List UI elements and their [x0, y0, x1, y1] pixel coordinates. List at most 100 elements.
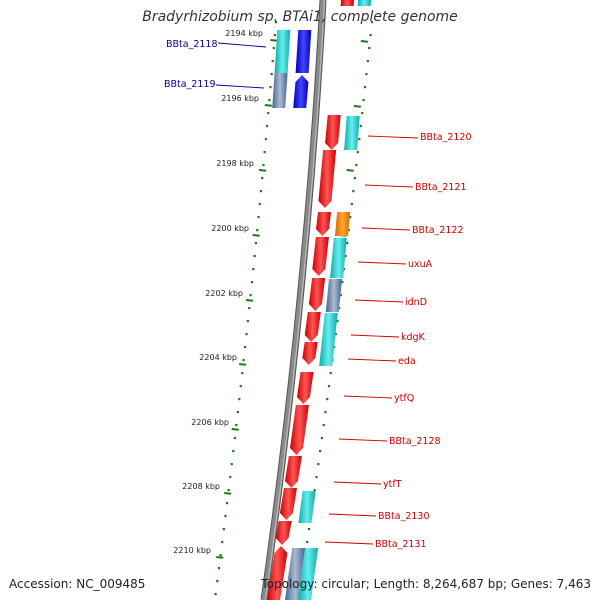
gene-block-bbta-2119-blue	[293, 75, 309, 108]
leader-bbta-2119	[215, 84, 265, 89]
gene-label-uxua[interactable]: uxuA	[408, 259, 433, 270]
gene-block-ytft-red	[284, 456, 302, 488]
ring-dot	[358, 138, 361, 141]
ring-dot	[361, 112, 364, 115]
ring-dot	[329, 372, 332, 375]
gene-block-bbta-2118-cyan	[274, 30, 291, 73]
ring-dot	[263, 151, 266, 154]
gene-block-idnd-red	[308, 278, 326, 311]
ruler-dash	[258, 169, 267, 172]
gene-label-kdgk[interactable]: kdgK	[401, 332, 426, 343]
ring-dot	[267, 112, 270, 115]
ring-dot	[370, 21, 373, 24]
gene-block-bbta-2120-red	[325, 115, 341, 150]
ruler-dash	[252, 234, 260, 237]
ring-dot	[346, 242, 349, 245]
label-leader-lines	[215, 42, 419, 545]
leader-right-10	[328, 513, 377, 517]
ring-dot	[235, 424, 238, 427]
map-title: Bradyrhizobium sp. BTAi1, complete genom…	[142, 9, 458, 25]
kbp-tick-label: 2208 kbp	[182, 482, 220, 491]
gene-label-bbta-2118[interactable]: BBta_2118	[166, 39, 218, 50]
gene-block-bottom-steel	[285, 548, 306, 600]
gene-block-bbta-2122-red	[315, 212, 332, 236]
gene-label-eda[interactable]: eda	[398, 356, 416, 367]
ring-dot	[363, 86, 367, 89]
gene-label-bbta-2131[interactable]: BBta_2131	[375, 539, 427, 550]
ring-dot	[334, 333, 337, 336]
ring-dot	[271, 60, 274, 63]
leader-right-4	[354, 299, 404, 303]
ring-dot	[349, 216, 352, 219]
leader-right-7	[343, 395, 393, 399]
ring-dot	[306, 541, 309, 544]
gene-block-bbta-2128-red	[290, 405, 309, 455]
ring-dot	[248, 307, 251, 310]
ring-dot	[359, 125, 362, 128]
ring-dot	[243, 346, 247, 349]
kbp-tick-label: 2206 kbp	[191, 418, 229, 427]
ring-dot	[319, 450, 322, 453]
ring-dot	[224, 515, 227, 518]
ring-dot	[355, 164, 358, 167]
gene-label-bbta-2120[interactable]: BBta_2120	[420, 132, 472, 143]
ring-dot	[365, 73, 368, 76]
ring-dot	[216, 580, 219, 583]
gene-block-bottom-cyan	[298, 548, 319, 600]
ruler-dash	[224, 492, 232, 495]
ring-dot	[366, 60, 369, 63]
gene-label-ytft[interactable]: ytfT	[383, 479, 402, 490]
backbone-core	[261, 0, 326, 600]
ring-dot	[230, 463, 233, 466]
ring-dot	[222, 528, 225, 531]
gene-block-bbta-2118-blue	[295, 30, 312, 73]
ring-dot	[245, 333, 248, 336]
leader-right-8	[338, 438, 388, 442]
ring-dot	[350, 203, 353, 206]
ruler-dash	[360, 40, 368, 43]
gene-features	[267, 0, 371, 600]
gene-block-bbta-2119-steel	[272, 73, 288, 108]
gene-label-bbta-2122[interactable]: BBta_2122	[412, 225, 464, 236]
ring-dot	[327, 385, 331, 388]
gene-label-idnd[interactable]: idnD	[405, 297, 427, 308]
accession-text: Accession: NC_009485	[9, 577, 146, 591]
gene-label-ytfq[interactable]: ytfQ	[394, 393, 414, 404]
gene-labels: BBta_2118 BBta_2119 BBta_2120 BBta_2121 …	[164, 39, 472, 550]
ring-dot	[249, 294, 252, 297]
leader-right-1	[364, 184, 414, 188]
gene-block-bbta-2130-cyan	[298, 491, 316, 523]
backbone-highlight	[264, 0, 326, 600]
ring-dot	[362, 99, 365, 102]
gene-block-bbta-2121-red	[318, 150, 337, 208]
ruler-dash	[245, 299, 254, 302]
ring-dot	[324, 411, 327, 414]
gene-block-top-red	[340, 0, 354, 6]
ring-dot	[239, 385, 242, 388]
ring-dot	[214, 593, 217, 596]
ring-dot	[265, 125, 269, 128]
gene-block-top-cyan	[357, 0, 371, 6]
ring-dot	[261, 177, 264, 180]
gene-label-bbta-2119[interactable]: BBta_2119	[164, 79, 216, 90]
gene-block-bbta-2120-cyan	[344, 116, 360, 150]
ring-dot	[238, 398, 241, 401]
gene-block-bbta-2122-orange	[334, 212, 351, 236]
kbp-tick-label: 2194 kbp	[225, 29, 263, 38]
gene-label-bbta-2130[interactable]: BBta_2130	[378, 511, 430, 522]
leader-bbta-2118	[217, 42, 267, 48]
ring-dot	[344, 255, 347, 258]
gene-label-bbta-2121[interactable]: BBta_2121	[415, 182, 467, 193]
outer-dotted-ring-left	[214, 21, 278, 596]
ring-dot	[259, 190, 263, 193]
leader-right-5	[350, 334, 400, 338]
ring-dot	[257, 216, 260, 219]
ruler-dash	[239, 363, 247, 366]
ring-dot	[270, 73, 273, 76]
gene-label-bbta-2128[interactable]: BBta_2128	[389, 436, 441, 447]
ring-dot	[246, 320, 249, 323]
ruler-dash	[353, 105, 361, 108]
gene-block-kdgk-cyan	[319, 313, 338, 366]
leader-right-11	[324, 541, 374, 545]
